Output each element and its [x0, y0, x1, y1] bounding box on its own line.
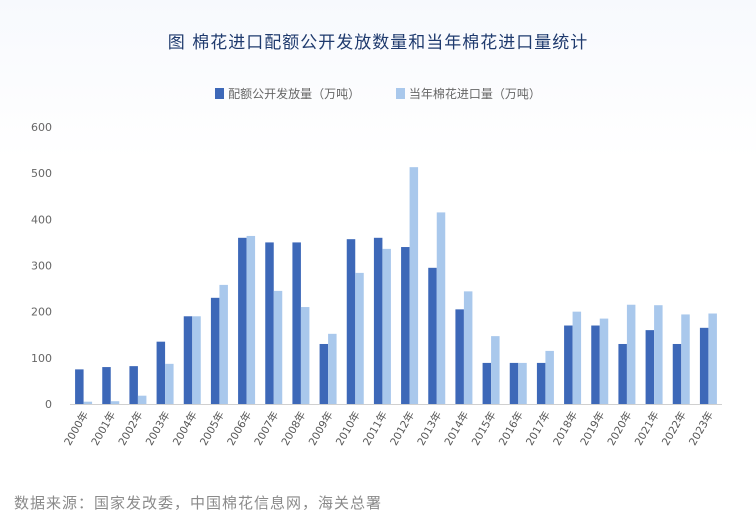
bar-series2 — [246, 235, 256, 404]
bar-series2 — [165, 363, 174, 404]
bar-series2 — [463, 291, 473, 404]
bar-series2 — [708, 313, 717, 404]
bar-series2 — [654, 305, 663, 404]
legend-swatch-series2 — [395, 88, 405, 99]
bar-series1 — [210, 297, 220, 404]
bar-series1 — [699, 327, 709, 404]
y-tick-label: 400 — [31, 213, 52, 226]
x-tick-label: 2011年 — [360, 409, 390, 448]
x-tick-label: 2009年 — [306, 409, 336, 448]
x-tick-label: 2007年 — [251, 409, 281, 448]
legend-label-series1: 配额公开发放量（万吨） — [228, 87, 361, 101]
x-tick-label: 2018年 — [550, 409, 580, 448]
bar-series2 — [409, 167, 419, 404]
x-tick-label: 2019年 — [577, 409, 607, 448]
bar-series1 — [319, 343, 329, 404]
bar-series2 — [518, 362, 527, 404]
bar-series1 — [536, 362, 546, 404]
x-tick-label: 2002年 — [116, 409, 146, 448]
x-tick-label: 2003年 — [143, 409, 173, 448]
bar-series2 — [491, 336, 500, 404]
x-tick-label: 2006年 — [224, 409, 254, 448]
bar-series1 — [75, 369, 84, 404]
y-axis: 0 100 200 300 400 500 600 — [31, 121, 52, 411]
x-tick-label: 2021年 — [632, 409, 662, 448]
x-tick-label: 2017年 — [523, 409, 553, 448]
bar-series1 — [265, 242, 274, 404]
bar-series2 — [572, 311, 582, 404]
bar-series2 — [328, 333, 337, 404]
x-tick-label: 2005年 — [197, 409, 227, 448]
bar-series2 — [110, 401, 120, 404]
bars — [75, 167, 717, 404]
bar-series2 — [273, 290, 283, 404]
bar-series2 — [599, 318, 609, 404]
bar-series1 — [455, 309, 464, 404]
bar-series1 — [292, 242, 301, 404]
y-tick-label: 600 — [31, 121, 52, 134]
bar-series1 — [618, 343, 627, 404]
bar-series2 — [681, 314, 690, 404]
legend-item-series1: 配额公开发放量（万吨） — [215, 85, 360, 102]
bar-series1 — [645, 330, 655, 404]
bar-series1 — [509, 362, 519, 404]
chart-legend: 配额公开发放量（万吨） 当年棉花进口量（万吨） — [0, 85, 756, 102]
bar-series1 — [482, 362, 492, 404]
y-tick-label: 500 — [31, 167, 52, 180]
y-tick-label: 100 — [31, 352, 52, 365]
x-tick-label: 2001年 — [88, 409, 118, 448]
x-tick-label: 2016年 — [496, 409, 526, 448]
x-tick-label: 2004年 — [170, 409, 200, 448]
x-tick-label: 2008年 — [279, 409, 309, 448]
bar-series1 — [156, 341, 166, 404]
x-tick-label: 2012年 — [387, 409, 417, 448]
x-axis: 2000年2001年2002年2003年2004年2005年2006年2007年… — [61, 409, 716, 448]
chart-title: 图 棉花进口配额公开发放数量和当年棉花进口量统计 — [167, 33, 589, 53]
x-tick-label: 2015年 — [469, 409, 499, 448]
bar-series2 — [192, 316, 201, 404]
legend-item-series2: 当年棉花进口量（万吨） — [395, 85, 541, 102]
legend-label-series2: 当年棉花进口量（万吨） — [408, 87, 541, 101]
x-tick-label: 2013年 — [414, 409, 444, 448]
bar-series2 — [355, 272, 364, 404]
bar-series2 — [83, 401, 93, 404]
bar-series2 — [382, 248, 391, 404]
bar-series1 — [672, 343, 682, 404]
bar-series2 — [219, 284, 228, 404]
bar-series2 — [626, 304, 636, 404]
x-tick-label: 2000年 — [61, 409, 91, 448]
source-note: 数据来源：国家发改委，中国棉花信息网，海关总署 — [14, 494, 383, 512]
legend-swatch-series1 — [215, 88, 225, 99]
x-tick-label: 2022年 — [659, 409, 689, 448]
x-tick-label: 2010年 — [333, 409, 363, 448]
bar-series1 — [591, 325, 600, 404]
bar-series1 — [346, 239, 356, 404]
x-tick-label: 2023年 — [686, 409, 716, 448]
y-tick-label: 200 — [31, 306, 52, 319]
y-tick-label: 0 — [45, 398, 52, 411]
y-tick-label: 300 — [31, 260, 52, 273]
bar-series1 — [102, 367, 111, 404]
x-tick-label: 2014年 — [442, 409, 472, 448]
bar-series2 — [436, 212, 446, 404]
bar-series1 — [129, 366, 138, 404]
bar-series1 — [238, 237, 247, 404]
bar-series2 — [545, 350, 554, 404]
bar-series1 — [183, 316, 193, 404]
bar-series1 — [401, 247, 410, 404]
bar-series1 — [564, 325, 573, 404]
bar-series2 — [300, 307, 310, 404]
bar-series1 — [428, 267, 437, 404]
bar-series1 — [373, 237, 383, 404]
x-tick-label: 2020年 — [605, 409, 635, 448]
bar-series2 — [137, 395, 147, 404]
